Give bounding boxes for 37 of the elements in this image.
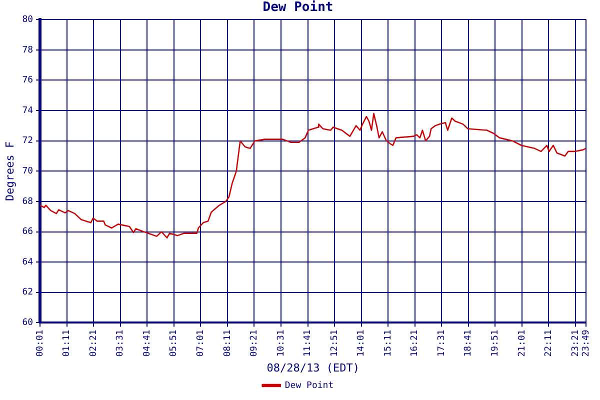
x-tick-label: 02:21 xyxy=(88,330,99,357)
x-tick-label: 23:21 xyxy=(570,330,581,357)
x-tick-label: 07:01 xyxy=(196,330,206,357)
chart-title: Dew Point xyxy=(262,0,334,16)
x-tick-label: 17:31 xyxy=(436,330,447,357)
x-tick-label: 03:31 xyxy=(116,330,126,357)
x-tick-label: 15:11 xyxy=(383,330,394,357)
x-tick-label: 09:21 xyxy=(250,330,260,357)
x-tick-label: 11:41 xyxy=(303,330,314,357)
x-tick-label: 14:01 xyxy=(356,330,367,357)
y-tick-label: 60 xyxy=(22,318,34,328)
x-axis-title: 08/28/13 (EDT) xyxy=(266,361,360,374)
y-tick-label: 72 xyxy=(22,136,34,146)
x-tick-label: 16:21 xyxy=(410,330,420,357)
y-tick-label: 62 xyxy=(22,288,34,298)
legend-label: Dew Point xyxy=(284,380,334,391)
x-tick-label: 01:11 xyxy=(62,330,72,357)
y-tick-label: 64 xyxy=(22,257,34,268)
x-tick-label: 21:01 xyxy=(517,330,528,357)
x-tick-label: 00:01 xyxy=(35,330,46,357)
y-tick-label: 66 xyxy=(22,227,34,238)
y-tick-label: 78 xyxy=(22,45,34,56)
y-tick-label: 70 xyxy=(22,166,34,176)
y-tick-label: 68 xyxy=(22,196,34,207)
x-tick-label: 18:41 xyxy=(464,330,474,357)
y-tick-label: 74 xyxy=(22,106,34,116)
x-tick-label: 04:41 xyxy=(142,330,152,357)
x-tick-label: 05:51 xyxy=(169,330,180,357)
y-tick-label: 80 xyxy=(22,14,34,25)
x-tick-label: 10:31 xyxy=(276,330,286,357)
x-tick-label: 22:11 xyxy=(544,330,554,357)
x-tick-label: 19:51 xyxy=(490,330,501,357)
y-tick-label: 76 xyxy=(22,76,34,86)
x-tick-label: 23:49 xyxy=(582,330,592,357)
x-tick-label: 08:11 xyxy=(222,330,233,357)
y-axis-title: Degrees F xyxy=(3,141,16,201)
x-tick-label: 12:51 xyxy=(330,330,340,357)
